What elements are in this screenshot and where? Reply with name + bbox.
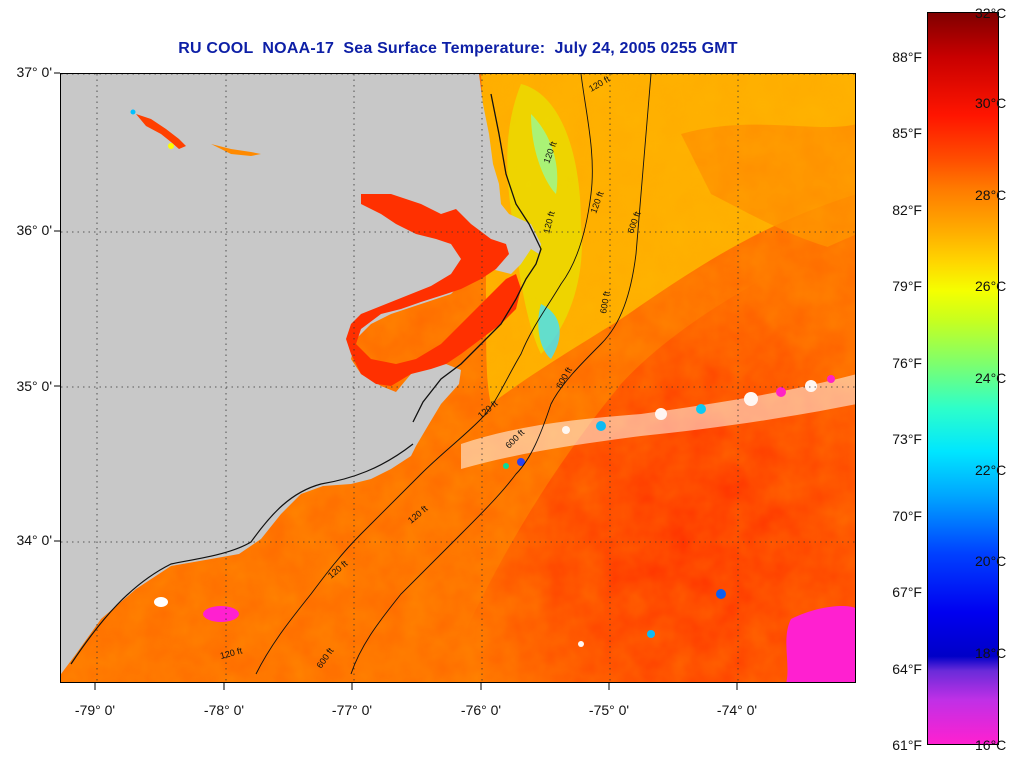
temperature-colorbar	[927, 12, 999, 745]
colorbar-f-label: 61°F	[892, 737, 922, 753]
colorbar-c-label: 30°C	[975, 95, 1007, 111]
cold-patch-onslow	[154, 597, 239, 622]
isobath-label: 600 ft	[598, 290, 612, 314]
map-title: RU COOL NOAA-17 Sea Surface Temperature:…	[178, 40, 738, 57]
coastline	[70, 443, 414, 665]
lat-label-36: 36° 0'	[16, 222, 52, 238]
cool-plume	[507, 84, 582, 354]
lon-label-76: -76° 0'	[460, 702, 502, 718]
colorbar-c-label: 26°C	[975, 278, 1007, 294]
lat-label-34: 34° 0'	[16, 532, 52, 548]
colorbar-f-label: 82°F	[892, 202, 922, 218]
colorbar-f-label: 73°F	[892, 431, 922, 447]
colorbar-c-label: 16°C	[975, 737, 1007, 753]
pamlico-sound	[346, 194, 521, 386]
cloud-band	[461, 374, 855, 647]
cold-patch-se	[786, 606, 855, 682]
colorbar-f-label: 64°F	[892, 661, 922, 677]
colorbar-c-label: 24°C	[975, 370, 1007, 386]
colorbar-c-label: 28°C	[975, 187, 1007, 203]
colorbar-f-label: 79°F	[892, 278, 922, 294]
lat-label-35: 35° 0'	[16, 378, 52, 394]
inland-lake	[130, 109, 261, 156]
colorbar-c-label: 22°C	[975, 462, 1007, 478]
colorbar-f-label: 88°F	[892, 49, 922, 65]
lat-label-37: 37° 0'	[16, 64, 52, 80]
colorbar-f-label: 70°F	[892, 508, 922, 524]
lon-label-77: -77° 0'	[331, 702, 373, 718]
colorbar-f-label: 76°F	[892, 355, 922, 371]
colorbar-f-label: 67°F	[892, 584, 922, 600]
cold-spot-cape	[538, 304, 560, 359]
colorbar-c-label: 32°C	[975, 5, 1007, 21]
graticule	[61, 74, 855, 682]
cool-plume-core	[531, 114, 558, 194]
lon-label-78: -78° 0'	[203, 702, 245, 718]
outer-banks	[412, 93, 542, 423]
colorbar-f-label: 85°F	[892, 125, 922, 141]
colorbar-c-label: 20°C	[975, 553, 1007, 569]
isobaths	[255, 74, 652, 675]
lon-label-79: -79° 0'	[74, 702, 116, 718]
lon-label-74: -74° 0'	[716, 702, 758, 718]
lon-label-75: -75° 0'	[588, 702, 630, 718]
sst-map[interactable]: 120 ft 120 ft 120 ft 600 ft 120 ft 600 f…	[60, 73, 856, 683]
sst-map-svg: 120 ft 120 ft 120 ft 600 ft 120 ft 600 f…	[61, 74, 855, 682]
colorbar-c-label: 18°C	[975, 645, 1007, 661]
